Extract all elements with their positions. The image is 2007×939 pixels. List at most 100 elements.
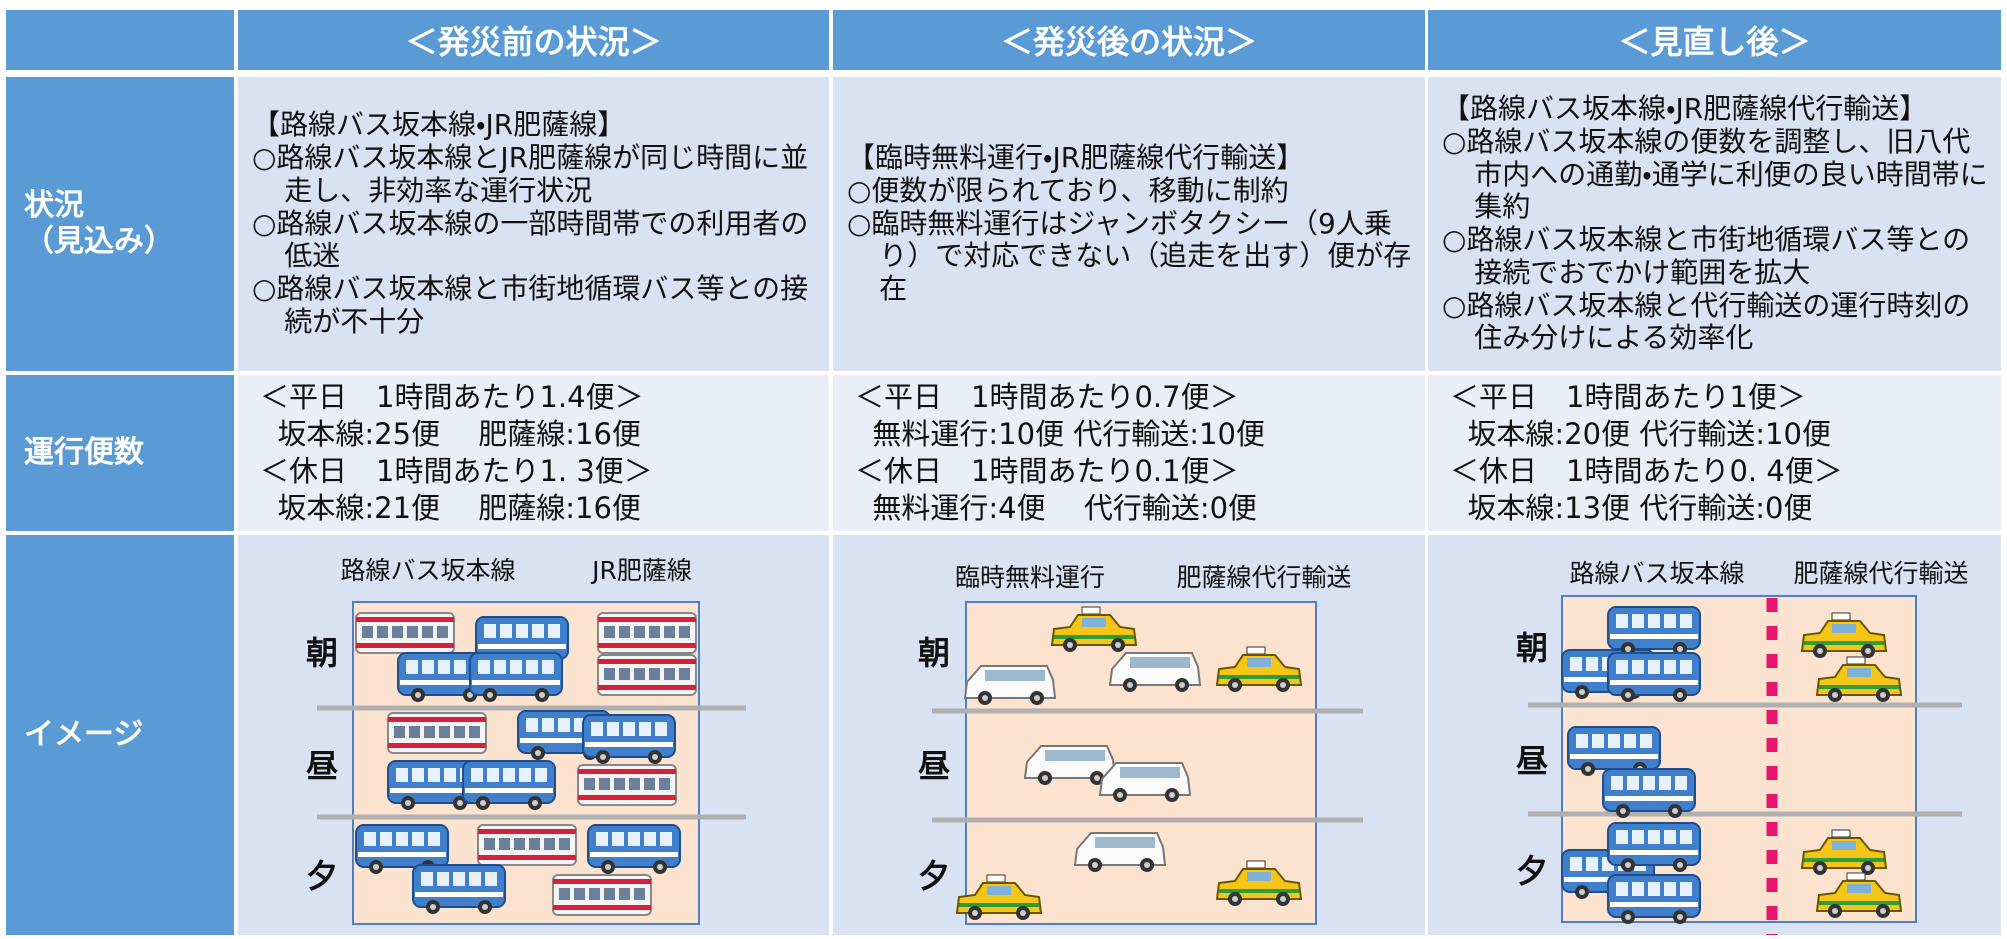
column-header: ＜発災後の状況＞: [833, 10, 1425, 70]
window: [1680, 882, 1692, 896]
window: [510, 660, 522, 674]
taxi-sign: [1831, 829, 1851, 838]
window: [1643, 776, 1655, 790]
hub: [1579, 889, 1585, 895]
vehicle-bus: [1607, 822, 1701, 872]
vehicle-taxi: [955, 874, 1043, 920]
service-count: 坂本線:20便 代行輸送:10便: [1467, 417, 1831, 452]
window: [499, 838, 510, 850]
row-label: 状況 （見込み）: [6, 77, 234, 371]
vehicle-van: [963, 665, 1057, 705]
vehicle-bus: [1607, 652, 1701, 702]
hub: [480, 800, 486, 806]
window: [574, 888, 585, 900]
window: [544, 838, 555, 850]
window: [1664, 830, 1676, 844]
hub: [1620, 808, 1626, 814]
period-label: 昼: [306, 747, 338, 785]
window: [1616, 614, 1628, 628]
vehicle-train: [597, 612, 697, 654]
window: [604, 888, 615, 900]
row-label-line: （見込み）: [24, 224, 174, 259]
hub: [657, 864, 663, 870]
window: [589, 888, 600, 900]
window: [1648, 660, 1660, 674]
service-count: 坂本線:13便 代行輸送:0便: [1467, 490, 1813, 525]
hub: [1672, 808, 1678, 814]
hub: [1232, 896, 1238, 902]
stripe: [1610, 850, 1698, 855]
window: [639, 722, 651, 736]
stripe: [1610, 902, 1698, 907]
hub: [1280, 896, 1286, 902]
window: [1632, 660, 1644, 674]
stripe: [388, 717, 486, 722]
window: [424, 726, 435, 738]
hub: [1094, 775, 1100, 781]
stripe: [478, 644, 566, 649]
window: [1832, 624, 1856, 633]
vehicle-bus: [587, 824, 681, 874]
window: [584, 778, 595, 790]
situation-cell: 【路線バス坂本線・JR肥薩線】 ○路線バス坂本線とJR肥薩線が同じ時間に並走し、非…: [238, 77, 829, 371]
window: [1680, 614, 1692, 628]
vehicle-bus: [1607, 874, 1701, 924]
window: [1648, 882, 1660, 896]
row-label: 運行便数: [6, 375, 234, 531]
window: [364, 832, 376, 846]
window: [412, 768, 424, 782]
window: [1659, 776, 1671, 790]
window: [377, 626, 388, 638]
window: [407, 626, 418, 638]
taxi-sign: [1846, 872, 1866, 881]
vehicle-bus: [1607, 606, 1701, 656]
hub: [982, 695, 988, 701]
service-cell: ＜平日 1時間あたり0.7便＞ 無料運行:10便 代行輸送:10便 ＜休日 1時間あ…: [833, 375, 1425, 531]
vehicle-van: [1098, 762, 1192, 802]
situation-cell: 【路線バス坂本線・JR肥薩線代行輸送】 ○路線バス坂本線の便数を調整し、旧八代市内…: [1428, 77, 2001, 371]
situation-item: ○路線バス坂本線とJR肥薩線が同じ時間に並走し、非効率な運行状況: [252, 141, 809, 207]
row-label-line: 状況: [24, 188, 84, 223]
service-count: 無料運行:4便 代行輸送:0便: [872, 490, 1258, 525]
situation-heading: 【路線バス坂本線・JR肥薩線】: [252, 108, 626, 142]
stripe: [1219, 675, 1299, 679]
vehicle-taxi: [1215, 860, 1303, 906]
image-label: 肥薩線代行輸送: [1176, 563, 1351, 592]
row-label-line: イメージ: [24, 717, 144, 752]
stripe: [1819, 685, 1899, 689]
window: [526, 718, 538, 732]
window: [484, 624, 496, 638]
window: [619, 668, 630, 680]
taxi-sign: [1246, 646, 1266, 655]
window: [619, 626, 630, 638]
hub: [1232, 682, 1238, 688]
vehicle-bus: [469, 652, 563, 702]
hub: [1585, 766, 1591, 772]
stripe: [553, 905, 651, 910]
window: [1616, 882, 1628, 896]
vehicle-taxi: [1050, 606, 1138, 652]
hub: [1579, 689, 1585, 695]
stripe: [478, 855, 576, 860]
stripe: [520, 738, 608, 743]
hub: [1880, 692, 1886, 698]
stripe: [598, 643, 696, 648]
window: [392, 626, 403, 638]
period-label: 朝: [918, 634, 950, 672]
window: [634, 668, 645, 680]
window: [607, 722, 619, 736]
window: [1632, 830, 1644, 844]
service-cell: ＜平日 1時間あたり1便＞ 坂本線:20便 代行輸送:10便 ＜休日 1時間あたり0…: [1428, 375, 2001, 531]
hub: [1625, 914, 1631, 920]
hub: [1677, 862, 1683, 868]
hub: [373, 864, 379, 870]
service-rate: ＜平日 1時間あたり1便＞: [1450, 380, 1806, 415]
stripe: [465, 788, 553, 793]
window: [612, 832, 624, 846]
window: [1570, 857, 1582, 871]
vehicle-bus: [387, 760, 481, 810]
hub: [1115, 642, 1121, 648]
image-label: 路線バス坂本線: [1569, 559, 1744, 588]
column-header: ＜発災前の状況＞: [238, 10, 829, 70]
